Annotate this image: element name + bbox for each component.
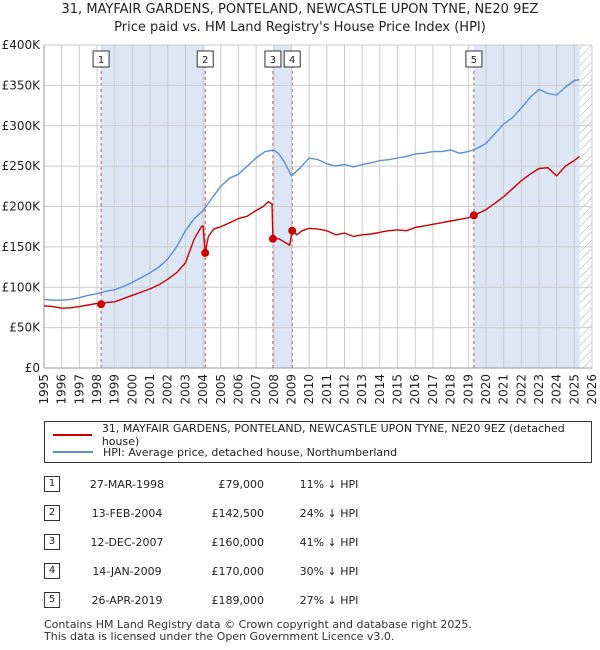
transaction-marker xyxy=(201,248,210,257)
transaction-label-box xyxy=(92,50,110,68)
x-tick-label: 2020 xyxy=(479,374,493,405)
chart-title-line1: 31, MAYFAIR GARDENS, PONTELAND, NEWCASTL… xyxy=(61,2,539,17)
x-tick-label: 2008 xyxy=(267,374,281,405)
transaction-label-number: 3 xyxy=(270,55,276,66)
table-row: 1 27-MAR-1998 £79,000 11% ↓ HPI xyxy=(44,475,592,495)
row-hpi-diff: 24% ↓ HPI xyxy=(299,507,359,520)
x-tick-label: 2001 xyxy=(143,374,157,405)
row-hpi-diff: 11% ↓ HPI xyxy=(299,478,359,491)
y-tick-label: £50K xyxy=(9,321,41,335)
x-tick-label: 2006 xyxy=(231,374,245,405)
row-number-badge: 3 xyxy=(44,534,60,550)
transaction-marker xyxy=(268,234,277,243)
legend-swatch-property xyxy=(53,434,92,436)
transaction-marker xyxy=(469,211,478,220)
x-tick-label: 2011 xyxy=(320,374,334,405)
transaction-label-number: 5 xyxy=(471,55,477,66)
x-tick-label: 2026 xyxy=(585,374,599,405)
transaction-label-box xyxy=(264,50,282,68)
legend-item-hpi: HPI: Average price, detached house, Nort… xyxy=(53,443,397,461)
x-tick-label: 2024 xyxy=(550,374,564,405)
x-tick-label: 2022 xyxy=(514,374,528,405)
transaction-label-number: 2 xyxy=(202,55,208,66)
legend-label-hpi: HPI: Average price, detached house, Nort… xyxy=(103,445,398,459)
y-tick-label: £150K xyxy=(2,240,42,254)
x-tick-label: 2010 xyxy=(302,374,316,405)
price-chart: £0 £50K £100K £150K £200K £250K £300K £350K £400… xyxy=(2,38,599,405)
x-tick-label: 2025 xyxy=(567,374,581,405)
row-price: £142,500 xyxy=(211,507,265,520)
x-tick-label: 1997 xyxy=(72,374,86,405)
footer-line2: This data is licensed under the Open Gov… xyxy=(44,630,395,643)
transaction-label-box xyxy=(283,50,301,68)
row-price: £160,000 xyxy=(211,536,265,549)
y-tick-label: £400K xyxy=(2,38,42,52)
x-tick-label: 1996 xyxy=(55,374,69,405)
legend-label-property: 31, MAYFAIR GARDENS, PONTELAND, NEWCASTL… xyxy=(101,422,565,448)
hpi-line xyxy=(43,79,580,301)
row-number-badge: 4 xyxy=(44,563,60,579)
x-tick-label: 2007 xyxy=(249,374,263,405)
transaction-marker xyxy=(97,300,106,309)
x-tick-label: 2017 xyxy=(426,374,440,405)
x-tick-label: 2004 xyxy=(196,374,210,405)
row-date: 14-JAN-2009 xyxy=(92,565,162,578)
x-tick-label: 2005 xyxy=(214,374,228,405)
x-tick-label: 2023 xyxy=(532,374,546,405)
legend: 31, MAYFAIR GARDENS, PONTELAND, NEWCASTL… xyxy=(44,421,592,463)
x-tick-label: 2019 xyxy=(461,374,475,405)
transaction-label-number: 1 xyxy=(98,55,104,66)
row-hpi-diff: 30% ↓ HPI xyxy=(299,565,359,578)
x-tick-label: 2000 xyxy=(125,374,139,405)
row-hpi-diff: 27% ↓ HPI xyxy=(299,594,359,607)
y-tick-label: £200K xyxy=(2,200,42,214)
y-tick-label: £250K xyxy=(2,159,42,173)
row-price: £170,000 xyxy=(211,565,265,578)
x-tick-label: 1998 xyxy=(90,374,104,405)
table-row: 2 13-FEB-2004 £142,500 24% ↓ HPI xyxy=(44,504,592,524)
footer-attribution: Contains HM Land Registry data © Crown c… xyxy=(44,619,472,643)
table-row: 4 14-JAN-2009 £170,000 30% ↓ HPI xyxy=(44,562,592,582)
x-tick-label: 2009 xyxy=(284,374,298,405)
x-tick-label: 2016 xyxy=(408,374,422,405)
property-price-line xyxy=(43,155,581,309)
row-date: 27-MAR-1998 xyxy=(89,478,165,491)
y-tick-label: £350K xyxy=(2,78,42,92)
row-number-badge: 2 xyxy=(44,505,60,521)
y-tick-label: £300K xyxy=(2,119,42,133)
row-price: £189,000 xyxy=(211,594,265,607)
transaction-label-box xyxy=(196,50,214,68)
row-date: 12-DEC-2007 xyxy=(90,536,164,549)
y-tick-label: £100K xyxy=(2,280,42,294)
row-price: £79,000 xyxy=(218,478,265,491)
x-tick-label: 2015 xyxy=(391,374,405,405)
table-row: 3 12-DEC-2007 £160,000 41% ↓ HPI xyxy=(44,533,592,553)
row-number-badge: 1 xyxy=(44,476,60,492)
x-tick-label: 1995 xyxy=(37,374,51,405)
table-row: 5 26-APR-2019 £189,000 27% ↓ HPI xyxy=(44,591,592,611)
x-tick-label: 2014 xyxy=(373,374,387,405)
transaction-marker xyxy=(288,226,297,235)
row-date: 26-APR-2019 xyxy=(91,594,163,607)
legend-item-property: 31, MAYFAIR GARDENS, PONTELAND, NEWCASTL… xyxy=(53,422,591,448)
row-hpi-diff: 41% ↓ HPI xyxy=(299,536,359,549)
y-tick-label: £0 xyxy=(25,361,40,375)
row-date: 13-FEB-2004 xyxy=(91,507,163,520)
x-tick-label: 2018 xyxy=(444,374,458,405)
x-tick-label: 2002 xyxy=(161,374,175,405)
x-tick-label: 2013 xyxy=(355,374,369,405)
footer-line1: Contains HM Land Registry data © Crown c… xyxy=(44,618,472,631)
transaction-label-box xyxy=(465,50,483,68)
x-tick-label: 1999 xyxy=(108,374,122,405)
transaction-label-number: 4 xyxy=(289,55,295,66)
row-number-badge: 5 xyxy=(44,592,60,608)
chart-title-line2: Price paid vs. HM Land Registry's House … xyxy=(114,20,486,35)
x-tick-label: 2021 xyxy=(497,374,511,405)
legend-swatch-hpi xyxy=(53,451,93,453)
x-tick-label: 2012 xyxy=(338,374,352,405)
x-tick-label: 2003 xyxy=(178,374,192,405)
